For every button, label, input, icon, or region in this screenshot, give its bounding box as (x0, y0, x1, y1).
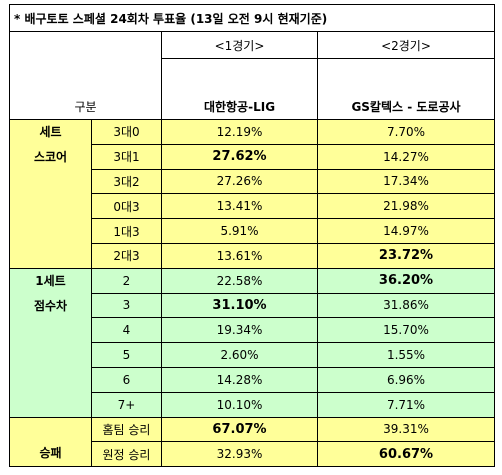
group-label-line: 스코어 (33, 149, 68, 164)
vote-table: * 배구토토 스페셜 24회차 투표율 (13일 오전 9시 현재기준) 구분 … (9, 4, 495, 468)
vote-rate: 6.96% (317, 366, 495, 393)
match-header: <1경기> (161, 31, 318, 59)
header-label: 구분 (9, 31, 162, 120)
vote-rate: 19.34% (161, 317, 318, 344)
vote-rate: 32.93% (161, 441, 318, 468)
vote-rate: 13.41% (161, 193, 318, 220)
row-label: 5 (91, 342, 162, 368)
group-label: 승패 (9, 416, 92, 468)
vote-rate: 60.67% (317, 441, 495, 468)
row-label: 3대0 (91, 119, 162, 145)
row: 3대1 27.62% 14.27% (9, 143, 495, 170)
vote-rate: 39.31% (317, 416, 495, 443)
vote-rate: 5.91% (161, 218, 318, 244)
vote-rate: 31.86% (317, 292, 495, 319)
title: * 배구토토 스페셜 24회차 투표율 (13일 오전 9시 현재기준) (9, 4, 495, 32)
row-label: 4 (91, 317, 162, 344)
group-label-line: 승패 (39, 446, 62, 461)
vote-rate: 7.71% (317, 391, 495, 418)
vote-rate: 2.60% (161, 342, 318, 368)
vote-rate: 14.27% (317, 143, 495, 170)
row: 승패 홈팀 승리 67.07% 39.31% (9, 416, 495, 468)
vote-rate: 14.28% (161, 366, 318, 393)
vote-rate: 14.97% (317, 218, 495, 244)
vote-rate: 31.10% (161, 292, 318, 319)
row-label: 2대3 (91, 242, 162, 269)
row-label: 원정 승리 (91, 441, 162, 468)
row: 1세트 점수차 2 22.58% 36.20% (9, 267, 495, 418)
vote-rate: 15.70% (317, 317, 495, 344)
row-label: 3 (91, 292, 162, 319)
row: 4 19.34% 15.70% (9, 317, 495, 344)
row: 세트 스코어 3대0 12.19% 7.70% (9, 119, 495, 269)
row-label: 1대3 (91, 218, 162, 244)
match-header: <2경기> (317, 31, 495, 59)
vote-rate: 21.98% (317, 193, 495, 220)
vote-rate: 27.62% (161, 143, 318, 170)
row-label: 6 (91, 366, 162, 393)
row-label: 3대1 (91, 143, 162, 170)
row-label: 0대3 (91, 193, 162, 220)
vote-rate: 12.19% (161, 119, 318, 145)
vote-rate: 13.61% (161, 242, 318, 269)
row-label: 7+ (91, 391, 162, 418)
group-label-line: 1세트 (35, 273, 66, 288)
vote-rate: 27.26% (161, 168, 318, 195)
vote-rate: 67.07% (161, 416, 318, 443)
vote-rate: 10.10% (161, 391, 318, 418)
group-label-line: 세트 (39, 125, 62, 139)
vote-rate: 36.20% (317, 267, 495, 294)
group-label-line: 점수차 (33, 298, 68, 313)
vote-rate: 22.58% (161, 267, 318, 294)
vote-rate: 1.55% (317, 342, 495, 368)
row-label: 2 (91, 267, 162, 294)
vote-rate: 17.34% (317, 168, 495, 195)
row-label: 3대2 (91, 168, 162, 195)
team-header: GS칼텍스 - 도로공사 (317, 58, 495, 120)
vote-rate: 23.72% (317, 242, 495, 269)
row-label: 홈팀 승리 (91, 416, 162, 443)
team-header: 대한항공-LIG (161, 58, 318, 120)
vote-rate: 7.70% (317, 119, 495, 145)
